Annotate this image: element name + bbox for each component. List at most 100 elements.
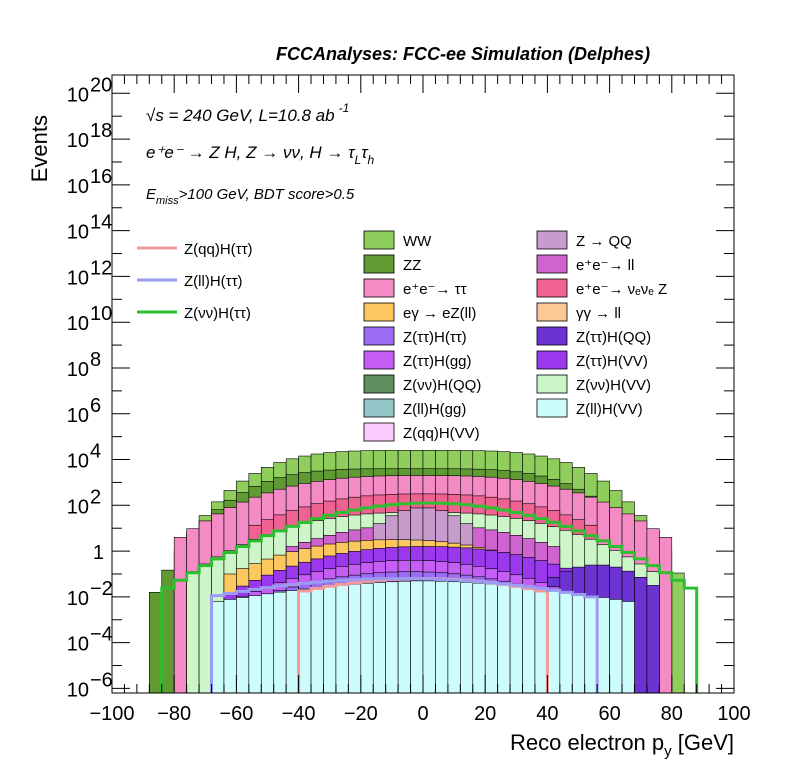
legend-swatch bbox=[536, 350, 568, 370]
legend-label: Z → QQ bbox=[576, 233, 632, 250]
x-tick-label: 40 bbox=[536, 703, 558, 725]
histogram-bin bbox=[186, 571, 200, 694]
y-tick-label: 10 bbox=[67, 313, 89, 335]
legend: Z(qq)H(ττ) Z(ll)H(ττ) Z(νν)H(ττ) WW ZZ e⁺e⁻→ … bbox=[137, 230, 667, 442]
legend-label: Z(qq)H(VV) bbox=[403, 425, 480, 442]
y-tick-exponent: 14 bbox=[90, 212, 112, 234]
histogram-bin bbox=[198, 563, 212, 694]
legend-swatch bbox=[536, 374, 568, 394]
histogram-bin bbox=[435, 580, 449, 694]
histogram-bin bbox=[584, 595, 598, 694]
x-tick-label: −80 bbox=[157, 703, 191, 725]
chart-header: FCCAnalyses: FCC-ee Simulation (Delphes) bbox=[276, 44, 650, 64]
legend-label: Z(νν)H(VV) bbox=[576, 377, 651, 394]
y-tick-label: 10 bbox=[67, 222, 89, 244]
y-tick-exponent: −2 bbox=[90, 578, 113, 600]
histogram-bin bbox=[173, 537, 187, 694]
histogram-bin bbox=[621, 601, 635, 694]
histogram-bin bbox=[422, 580, 436, 694]
legend-label: eγ → eZ(ll) bbox=[403, 305, 476, 322]
legend-swatch bbox=[363, 326, 395, 346]
histogram-bin bbox=[149, 591, 163, 694]
legend-swatch bbox=[536, 254, 568, 274]
plot-area bbox=[149, 450, 699, 694]
legend-line-label: Z(νν)H(ττ) bbox=[184, 305, 251, 322]
x-tick-label: −20 bbox=[344, 703, 378, 725]
histogram-bin bbox=[310, 587, 324, 694]
legend-label: Z(νν)H(QQ) bbox=[403, 377, 481, 394]
legend-label: ZZ bbox=[403, 257, 421, 274]
legend-swatch bbox=[363, 254, 395, 274]
histogram-bin bbox=[547, 590, 561, 694]
legend-label: Z(ll)H(VV) bbox=[576, 401, 643, 418]
legend-label: γγ → ll bbox=[576, 305, 621, 322]
histogram-bin bbox=[385, 581, 399, 694]
legend-line-label: Z(qq)H(ττ) bbox=[184, 241, 253, 258]
x-axis-title: Reco electron py [GeV] bbox=[510, 730, 734, 760]
legend-line-label: Z(ll)H(ττ) bbox=[184, 273, 243, 290]
legend-swatch bbox=[363, 302, 395, 322]
annotations: √s = 240 GeV, L=10.8 ab -1 e⁺e⁻ → Z H, Z … bbox=[146, 101, 375, 207]
legend-swatch bbox=[363, 278, 395, 298]
y-tick-label: 10 bbox=[67, 84, 89, 106]
y-tick-exponent: 12 bbox=[90, 257, 112, 279]
histogram-bin bbox=[211, 601, 225, 694]
legend-label: Z(ττ)H(VV) bbox=[576, 353, 648, 370]
histogram-bin bbox=[248, 595, 262, 694]
histogram-bin bbox=[646, 585, 660, 694]
legend-label: WW bbox=[403, 233, 432, 250]
x-tick-label: 80 bbox=[661, 703, 683, 725]
histogram-bin bbox=[372, 582, 386, 694]
histogram-bin bbox=[460, 582, 474, 694]
legend-label: e⁺e⁻→ ττ bbox=[403, 281, 467, 298]
histogram-bin bbox=[285, 590, 299, 694]
y-tick-label: 10 bbox=[67, 679, 89, 701]
histogram-bin bbox=[634, 576, 648, 694]
histogram-bin bbox=[360, 582, 374, 694]
legend-swatch bbox=[536, 302, 568, 322]
histogram-bin bbox=[397, 580, 411, 694]
histogram-bin bbox=[298, 588, 312, 694]
energy-lumi-label: √s = 240 GeV, L=10.8 ab -1 bbox=[146, 101, 349, 125]
y-tick-exponent: 8 bbox=[90, 349, 101, 371]
stack-z-ll-h-vv bbox=[211, 580, 635, 694]
histogram-bin bbox=[236, 597, 250, 694]
y-tick-exponent: −4 bbox=[90, 624, 113, 646]
line-z-ll-h bbox=[210, 577, 599, 693]
y-tick-label: 10 bbox=[67, 267, 89, 289]
legend-swatch bbox=[363, 422, 395, 442]
histogram-bin bbox=[335, 584, 349, 694]
y-tick-exponent: 10 bbox=[90, 303, 112, 325]
y-tick-exponent: 16 bbox=[90, 166, 112, 188]
selection-cut-label: Emiss>100 GeV, BDT score>0.5 bbox=[146, 186, 355, 207]
y-tick-exponent: 4 bbox=[90, 441, 101, 463]
legend-label: Z(ll)H(gg) bbox=[403, 401, 466, 418]
legend-swatch bbox=[536, 398, 568, 418]
histogram-bin bbox=[609, 599, 623, 694]
histogram-bin bbox=[671, 572, 685, 694]
y-tick-exponent: 2 bbox=[90, 486, 101, 508]
y-tick-label: 10 bbox=[67, 130, 89, 152]
legend-swatch bbox=[363, 398, 395, 418]
histogram-bin bbox=[273, 591, 287, 694]
axis-ticks: −100 −80 −60 −40 −20 0 20 40 60 80 10010−610−410−2… bbox=[67, 74, 751, 725]
x-tick-label: 0 bbox=[417, 703, 428, 725]
y-tick-exponent: 20 bbox=[90, 74, 112, 96]
legend-swatch bbox=[536, 326, 568, 346]
legend-swatch bbox=[536, 278, 568, 298]
histogram-bin bbox=[447, 581, 461, 694]
histogram-bin bbox=[348, 583, 362, 694]
histogram-bin bbox=[410, 580, 424, 694]
y-tick-label: 10 bbox=[67, 176, 89, 198]
legend-label: e⁺e⁻→ νₑνₑ Z bbox=[576, 281, 667, 298]
legend-label: Z(ττ)H(ττ) bbox=[403, 329, 467, 346]
histogram-bin bbox=[596, 597, 610, 694]
y-axis-title: Events bbox=[27, 115, 52, 182]
legend-swatch bbox=[363, 374, 395, 394]
histogram-bin bbox=[484, 583, 498, 694]
y-tick-exponent: 18 bbox=[90, 120, 112, 142]
histogram-bin bbox=[571, 593, 586, 694]
process-label: e⁺e⁻ → Z H, Z → νν, H → τLτh bbox=[146, 143, 375, 167]
histogram-bin bbox=[534, 588, 548, 694]
